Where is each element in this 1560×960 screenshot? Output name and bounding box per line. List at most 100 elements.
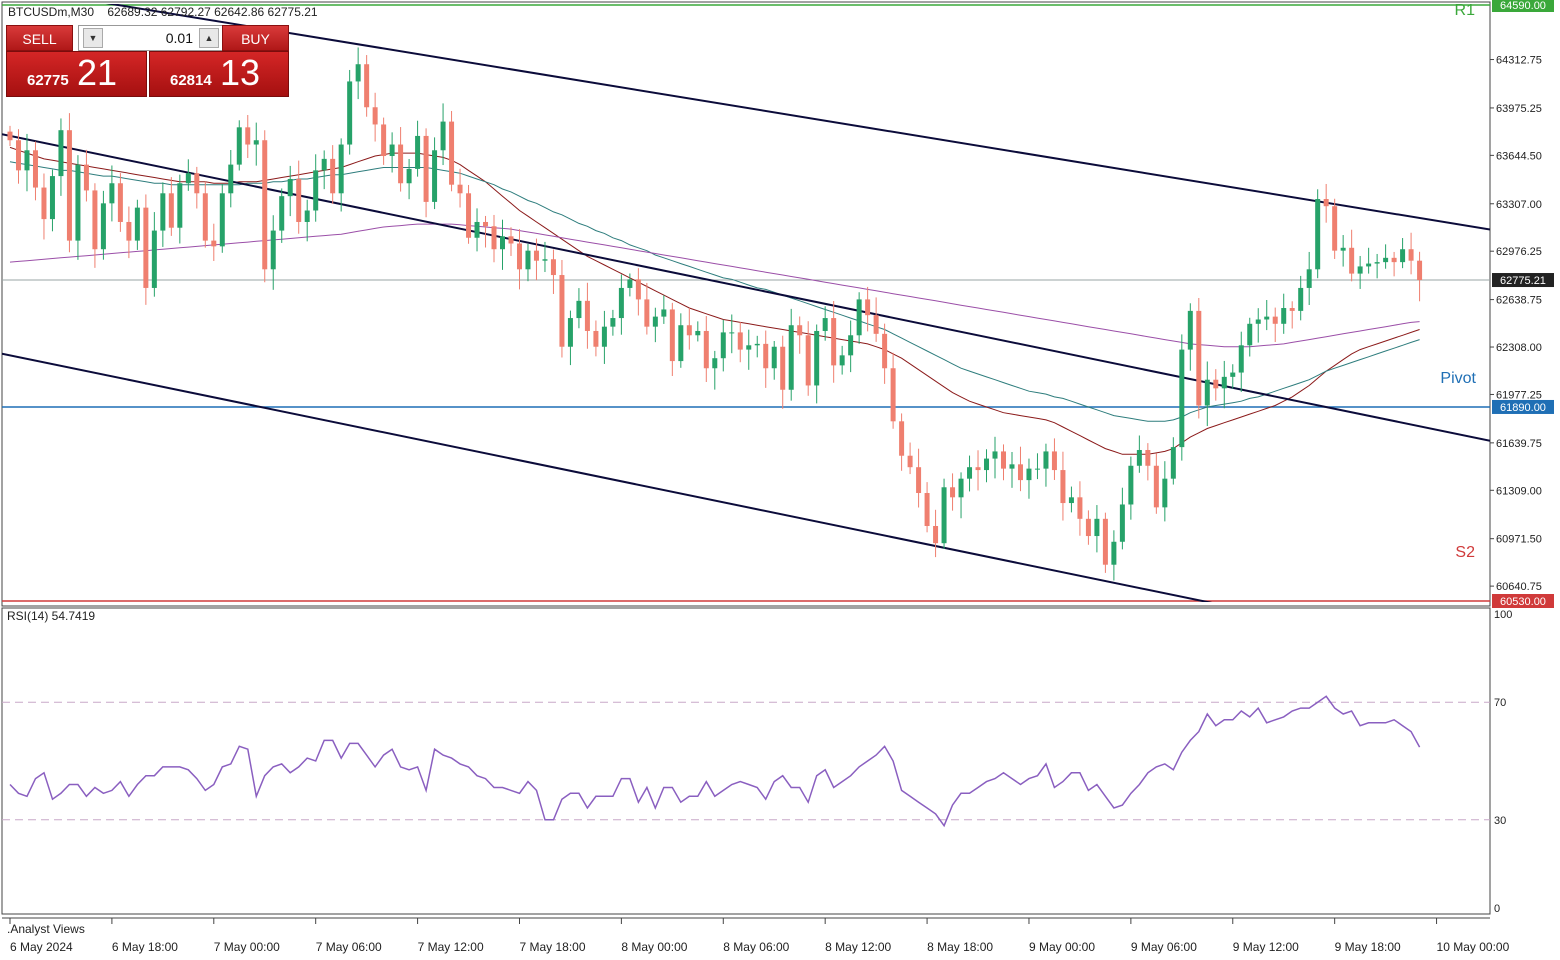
candle-body — [678, 325, 684, 362]
candle-body — [75, 164, 81, 241]
candle-body — [967, 467, 973, 479]
candle-body — [1102, 518, 1108, 565]
time-tick-label: 9 May 00:00 — [1029, 940, 1095, 954]
sell-button[interactable]: SELL — [6, 25, 73, 51]
candle-body — [253, 140, 259, 145]
candle-body — [788, 325, 794, 390]
candle-body — [491, 226, 497, 250]
candle-body — [635, 279, 641, 300]
candle-body — [1204, 379, 1210, 406]
candle-body — [729, 332, 735, 334]
candle-body — [975, 467, 981, 471]
candle-body — [610, 318, 616, 327]
candle-body — [185, 173, 191, 184]
rsi-plot-border — [1, 607, 1491, 915]
candle-body — [330, 158, 336, 194]
candle-body — [669, 309, 675, 362]
candle-body — [907, 455, 913, 468]
candle-body — [245, 127, 251, 145]
candle-body — [780, 346, 786, 390]
candle-body — [746, 345, 752, 350]
buy-price-button[interactable]: 62814 13 — [149, 51, 289, 97]
candle-body — [1340, 247, 1346, 251]
candle-body — [584, 300, 590, 331]
candle-body — [644, 299, 650, 327]
candle-body — [177, 183, 183, 228]
candle-body — [890, 368, 896, 422]
candle-body — [958, 478, 964, 498]
candle-body — [1187, 310, 1193, 350]
candle-body — [398, 144, 404, 184]
candle-body — [32, 150, 38, 188]
candle-body — [143, 207, 149, 288]
candle-body — [899, 421, 905, 456]
rsi-panel: 100 70 30 0 — [2, 609, 1512, 915]
candle-body — [92, 190, 98, 250]
candle-body — [737, 332, 743, 350]
candle-body — [865, 299, 871, 316]
candle-body — [686, 325, 692, 336]
candle-body — [542, 259, 548, 261]
candle-body — [1060, 470, 1066, 504]
time-tick-label: 6 May 18:00 — [112, 940, 178, 954]
price-tick-label: 62638.75 — [1496, 295, 1542, 307]
candle-body — [1000, 451, 1006, 469]
candle-body — [338, 144, 344, 194]
candle-body — [1145, 449, 1151, 466]
candle-body — [423, 135, 429, 202]
candle-body — [1170, 447, 1176, 479]
candle-body — [873, 315, 879, 334]
candle-body — [831, 318, 837, 366]
price-tick-label: 63644.50 — [1496, 150, 1542, 162]
candle-body — [66, 130, 72, 241]
price-tick-label: 60640.75 — [1496, 581, 1542, 593]
lot-value[interactable]: 0.01 — [165, 30, 193, 46]
sell-price-button[interactable]: 62775 21 — [6, 51, 147, 97]
one-click-trading-panel: SELL ▼ 0.01 ▲ BUY 62775 21 62814 13 — [6, 25, 289, 97]
buy-button[interactable]: BUY — [222, 25, 289, 51]
candle-body — [483, 221, 489, 227]
candle-body — [1400, 249, 1406, 263]
price-tick-label: 63975.25 — [1496, 103, 1542, 115]
candle-body — [1009, 464, 1015, 469]
candle-body — [525, 250, 531, 270]
candle-body — [652, 316, 658, 327]
chart-header: BTCUSDm,M30 62689.32 62792.27 62642.86 6… — [8, 5, 318, 19]
lot-increase-icon[interactable]: ▲ — [199, 28, 219, 48]
candle-body — [1357, 266, 1363, 274]
candle-body — [440, 121, 446, 151]
candle-body — [134, 207, 140, 241]
candle-body — [1298, 287, 1304, 311]
candle-body — [24, 150, 30, 171]
moving-average-ma-slow — [9, 223, 1420, 348]
lot-size-input[interactable]: ▼ 0.01 ▲ — [78, 25, 224, 51]
candle-body — [228, 164, 234, 194]
candle-body — [1051, 451, 1057, 471]
trend-channels — [2, 4, 1490, 602]
rsi-label: RSI(14) 54.7419 — [7, 609, 95, 623]
chart-frame — [1, 1, 1491, 919]
candle-body — [58, 130, 64, 177]
candle-body — [559, 275, 565, 347]
candle-body — [1077, 497, 1083, 519]
candle-body — [1213, 379, 1219, 389]
candle-body — [296, 178, 302, 222]
candle-body — [1111, 541, 1117, 565]
candle-body — [236, 127, 242, 165]
trend-channel-line-2 — [2, 352, 1213, 602]
candle-body — [1349, 247, 1355, 274]
candle-body — [355, 64, 361, 82]
time-axis: 6 May 2024 6 May 18:00 7 May 00:00 7 May 06… — [9, 918, 1510, 954]
candle-body — [1238, 345, 1244, 373]
time-tick-label: 9 May 06:00 — [1131, 940, 1197, 954]
level-price-label-pivot: 61890.00 — [1500, 402, 1546, 414]
candle-body — [1153, 465, 1159, 508]
candle-body — [415, 135, 421, 169]
candle-body — [83, 164, 89, 191]
lot-decrease-icon[interactable]: ▼ — [83, 28, 103, 48]
candle-body — [1391, 257, 1397, 263]
candle-body — [941, 487, 947, 544]
candle-body — [814, 330, 820, 386]
price-tick-label: 61309.00 — [1496, 485, 1542, 497]
